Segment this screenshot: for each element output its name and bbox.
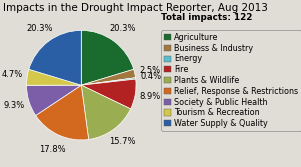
Text: 20.3%: 20.3% — [110, 24, 136, 33]
Text: 0.4%: 0.4% — [140, 72, 161, 81]
Wedge shape — [81, 85, 131, 139]
Text: 8.9%: 8.9% — [140, 92, 161, 101]
Text: 20.3%: 20.3% — [26, 24, 53, 33]
Wedge shape — [29, 30, 81, 85]
Text: 15.7%: 15.7% — [109, 137, 136, 146]
Wedge shape — [81, 30, 134, 85]
Wedge shape — [81, 79, 136, 109]
Text: Total impacts: 122: Total impacts: 122 — [161, 13, 253, 22]
Text: 4.7%: 4.7% — [1, 70, 23, 79]
Legend: Agriculture, Business & Industry, Energy, Fire, Plants & Wildlife, Relief, Respo: Agriculture, Business & Industry, Energy… — [161, 30, 301, 131]
Wedge shape — [26, 69, 81, 85]
Wedge shape — [26, 85, 81, 116]
Text: 2.5%: 2.5% — [139, 66, 160, 75]
Text: 9.3%: 9.3% — [4, 101, 25, 110]
Text: Impacts in the Drought Impact Reporter, Aug 2013: Impacts in the Drought Impact Reporter, … — [3, 3, 268, 13]
Wedge shape — [81, 78, 136, 85]
Wedge shape — [36, 85, 89, 140]
Text: 17.8%: 17.8% — [39, 145, 66, 154]
Wedge shape — [81, 69, 135, 85]
